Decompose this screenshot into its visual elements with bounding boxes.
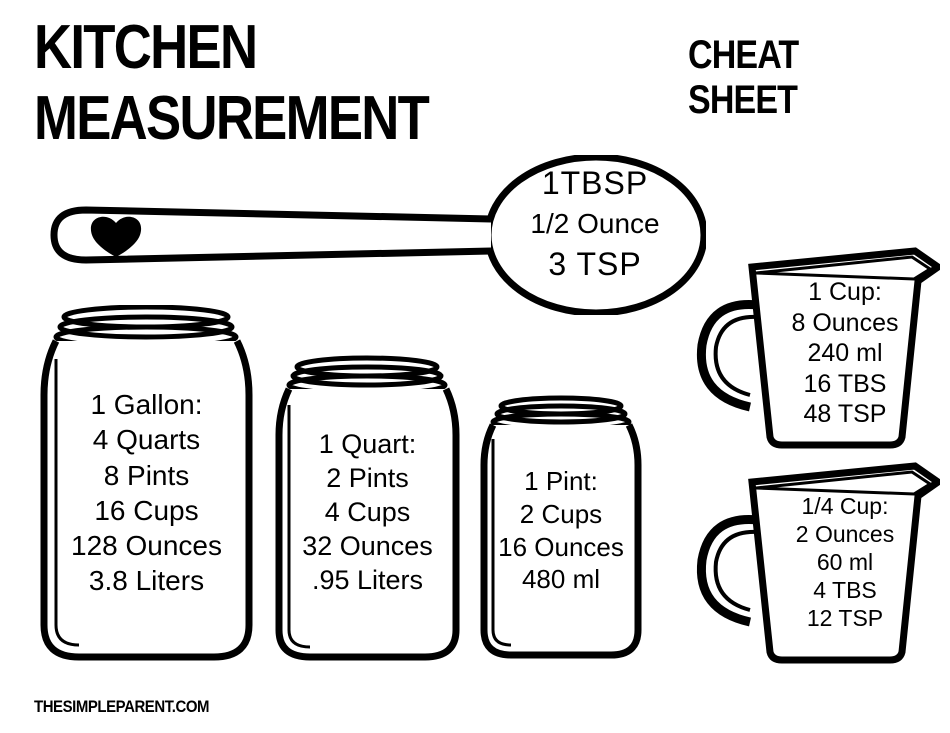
cup-line: 2 Ounces <box>760 520 930 548</box>
cup-line: 48 TSP <box>760 399 930 430</box>
pint-jar-text: 1 Pint: 2 Cups 16 Ounces 480 ml <box>475 465 647 596</box>
jar-line: 1 Quart: <box>270 427 465 461</box>
jar-line: 128 Ounces <box>34 528 259 563</box>
gallon-jar-text: 1 Gallon: 4 Quarts 8 Pints 16 Cups 128 O… <box>34 387 259 599</box>
spoon-line-3: 3 TSP <box>495 243 695 286</box>
cup-line: 8 Ounces <box>760 308 930 339</box>
jar-line: 2 Pints <box>270 461 465 495</box>
cup-line: 12 TSP <box>760 604 930 632</box>
jar-line: 16 Ounces <box>475 531 647 564</box>
jar-line: 1 Gallon: <box>34 387 259 422</box>
quarter-cup-measure: 1/4 Cup: 2 Ounces 60 ml 4 TBS 12 TSP <box>690 460 940 665</box>
cup-line: 4 TBS <box>760 576 930 604</box>
jar-line: 8 Pints <box>34 458 259 493</box>
jar-line: 480 ml <box>475 563 647 596</box>
quart-jar: 1 Quart: 2 Pints 4 Cups 32 Ounces .95 Li… <box>270 355 465 665</box>
jar-line: 4 Quarts <box>34 422 259 457</box>
jar-line: 4 Cups <box>270 495 465 529</box>
header: KITCHEN MEASUREMENT CHEAT SHEET <box>34 12 950 154</box>
title-sub: CHEAT SHEET <box>688 33 910 123</box>
pint-jar: 1 Pint: 2 Cups 16 Ounces 480 ml <box>475 395 647 663</box>
jar-line: 2 Cups <box>475 498 647 531</box>
cup-line: 16 TBS <box>760 369 930 400</box>
cup-line: 1/4 Cup: <box>760 492 930 520</box>
spoon-line-2: 1/2 Ounce <box>495 205 695 243</box>
one-cup-measure: 1 Cup: 8 Ounces 240 ml 16 TBS 48 TSP <box>690 245 940 450</box>
gallon-jar: 1 Gallon: 4 Quarts 8 Pints 16 Cups 128 O… <box>34 305 259 665</box>
one-cup-text: 1 Cup: 8 Ounces 240 ml 16 TBS 48 TSP <box>760 277 930 430</box>
quart-jar-text: 1 Quart: 2 Pints 4 Cups 32 Ounces .95 Li… <box>270 427 465 597</box>
footer-credit: THESIMPLEPARENT.COM <box>34 697 209 717</box>
spoon-text: 1TBSP 1/2 Ounce 3 TSP <box>495 162 695 286</box>
jar-line: 3.8 Liters <box>34 563 259 598</box>
jar-line: 16 Cups <box>34 493 259 528</box>
spoon-line-1: 1TBSP <box>495 162 695 205</box>
cup-line: 1 Cup: <box>760 277 930 308</box>
cup-line: 60 ml <box>760 548 930 576</box>
quarter-cup-text: 1/4 Cup: 2 Ounces 60 ml 4 TBS 12 TSP <box>760 492 930 632</box>
jar-line: 1 Pint: <box>475 465 647 498</box>
cup-line: 240 ml <box>760 338 930 369</box>
jar-line: .95 Liters <box>270 563 465 597</box>
title-main: KITCHEN MEASUREMENT <box>34 12 648 154</box>
jar-line: 32 Ounces <box>270 529 465 563</box>
